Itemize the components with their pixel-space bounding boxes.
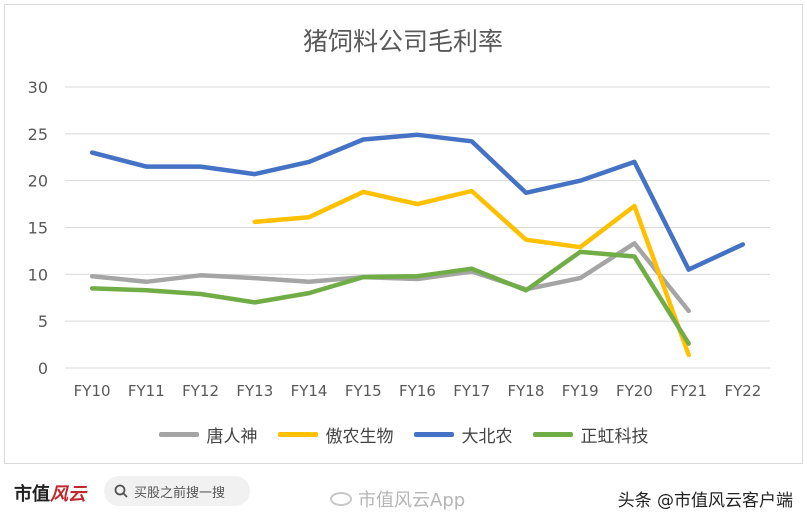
x-tick-label: FY16 [399, 382, 436, 400]
y-tick-label: 20 [28, 172, 48, 191]
x-tick-label: FY15 [345, 382, 382, 400]
legend-swatch [532, 431, 573, 437]
y-tick-label: 15 [28, 219, 48, 238]
legend: 唐人神 傲农生物 大北农 正虹科技 [0, 420, 807, 448]
legend-label: 正虹科技 [580, 426, 649, 447]
x-tick-label: FY20 [616, 382, 653, 400]
brand-mark: 风云 [50, 484, 86, 505]
x-tick-label: FY17 [453, 382, 490, 400]
x-tick-label: FY19 [562, 382, 599, 400]
legend-label: 傲农生物 [325, 426, 394, 447]
x-tick-label: FY14 [291, 382, 328, 400]
x-tick-label: FY12 [182, 382, 219, 400]
search-placeholder: 买股之前搜一搜 [134, 485, 226, 501]
y-tick-label: 30 [28, 78, 48, 97]
y-tick-label: 10 [28, 265, 48, 284]
y-axis-ticks: 0 5 10 15 20 25 30 [28, 78, 48, 378]
legend-item: 傲农生物 [277, 422, 394, 447]
footer-bar: 市值风云 买股之前搜一搜 市值风云App 头条 @市值风云客户端 [0, 464, 807, 526]
legend-swatch [277, 431, 318, 437]
weibo-icon [330, 492, 352, 506]
search-box[interactable]: 买股之前搜一搜 [104, 476, 250, 506]
chart-title: 猪饲料公司毛利率 [303, 27, 503, 56]
legend-swatch [158, 431, 199, 437]
series-1 [252, 188, 691, 358]
legend-label: 大北农 [461, 426, 513, 447]
legend-item: 正虹科技 [532, 422, 649, 447]
y-tick-label: 25 [28, 125, 48, 144]
series-line [89, 249, 691, 346]
weibo-watermark: 市值风云App [330, 486, 465, 512]
brand-logo[interactable]: 市值风云 [14, 480, 86, 506]
grid-layer [65, 86, 770, 369]
weibo-text: 市值风云App [358, 490, 466, 511]
x-tick-label: FY11 [128, 382, 165, 400]
x-tick-label: FY13 [236, 382, 273, 400]
legend-swatch [413, 431, 454, 437]
series-layer [89, 132, 746, 358]
x-tick-label: FY22 [724, 382, 761, 400]
legend-item: 唐人神 [158, 422, 258, 447]
y-tick-label: 5 [38, 312, 48, 331]
search-icon [114, 484, 128, 498]
x-tick-label: FY10 [74, 382, 111, 400]
x-tick-label: FY21 [670, 382, 707, 400]
x-axis-ticks: FY10 FY11 FY12 FY13 FY14 FY15 FY16 FY17 FY18 FY19… [74, 382, 762, 400]
x-tick-label: FY18 [508, 382, 545, 400]
legend-label: 唐人神 [206, 426, 258, 447]
brand-text: 市值 [14, 484, 50, 505]
y-tick-label: 0 [38, 359, 48, 378]
toutiao-credit: 头条 @市值风云客户端 [617, 491, 793, 511]
series-2 [89, 132, 746, 272]
legend-item: 大北农 [413, 422, 513, 447]
series-3 [89, 249, 691, 346]
